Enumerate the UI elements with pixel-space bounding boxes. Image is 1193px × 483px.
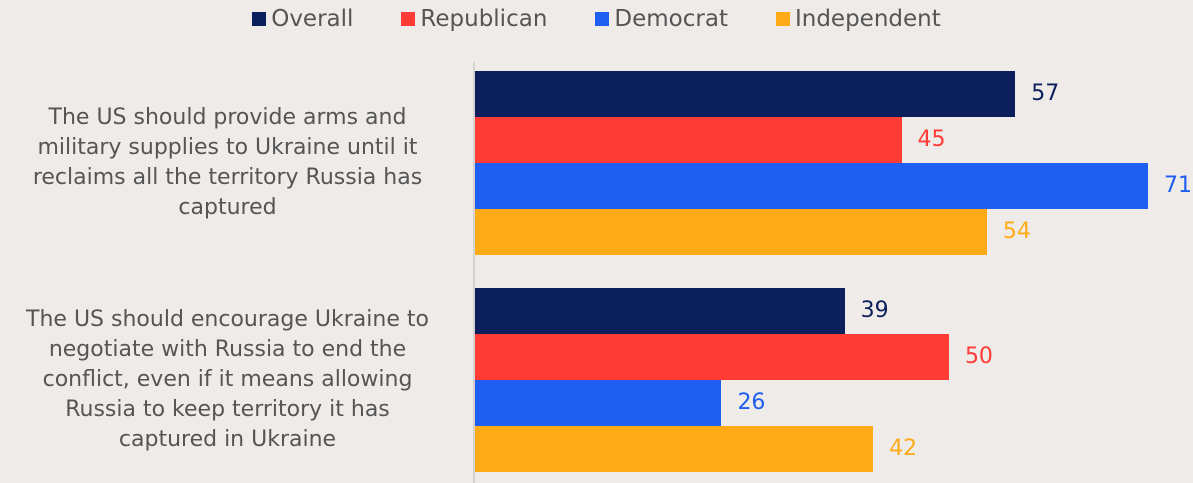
legend-swatch [252, 12, 267, 26]
category-label-line: captured [178, 195, 277, 220]
bar-democrat [475, 163, 1148, 209]
bar-republican [475, 117, 902, 163]
data-label: 39 [860, 298, 889, 323]
bar-independent [475, 209, 987, 255]
legend-label: Democrat [614, 6, 728, 32]
data-label: 42 [889, 436, 918, 461]
data-label: 71 [1164, 173, 1192, 198]
legend-label: Overall [271, 6, 354, 32]
category-label-line: Russia to keep territory it has [65, 397, 390, 422]
data-label: 54 [1002, 219, 1031, 244]
category-label-line: captured in Ukraine [118, 427, 337, 452]
legend-swatch [775, 12, 790, 26]
legend-swatch [401, 12, 416, 26]
data-label: 26 [737, 390, 766, 415]
category-label-line: The US should provide arms and [48, 105, 407, 130]
legend: Overall Republican Democrat Independent [0, 4, 1193, 34]
category-label-line: military supplies to Ukraine until it [37, 135, 418, 160]
category-label-line: negotiate with Russia to end the [48, 337, 407, 362]
category-label-line: conflict, even if it means allowing [42, 367, 413, 392]
data-label: 45 [917, 127, 946, 152]
legend-swatch [595, 12, 610, 26]
data-label: 57 [1031, 81, 1060, 106]
bar-republican [475, 334, 949, 380]
bar-overall [475, 288, 845, 334]
legend-label: Republican [420, 6, 548, 32]
category-label-line: reclaims all the territory Russia has [32, 165, 423, 190]
category-label: The US should provide arms and military s… [0, 103, 455, 223]
legend-item: Democrat [595, 4, 728, 34]
data-label: 50 [964, 344, 993, 369]
legend-label: Independent [794, 6, 941, 32]
legend-item: Overall [252, 4, 353, 34]
legend-item: Republican [401, 4, 547, 34]
category-label: The US should encourage Ukraine to negoti… [0, 305, 455, 455]
y-axis-line [473, 62, 475, 483]
bar-overall [475, 71, 1016, 117]
bar-democrat [475, 380, 722, 426]
category-label-line: The US should encourage Ukraine to [26, 307, 429, 332]
bar-independent [475, 426, 874, 472]
legend-item: Independent [775, 4, 941, 34]
